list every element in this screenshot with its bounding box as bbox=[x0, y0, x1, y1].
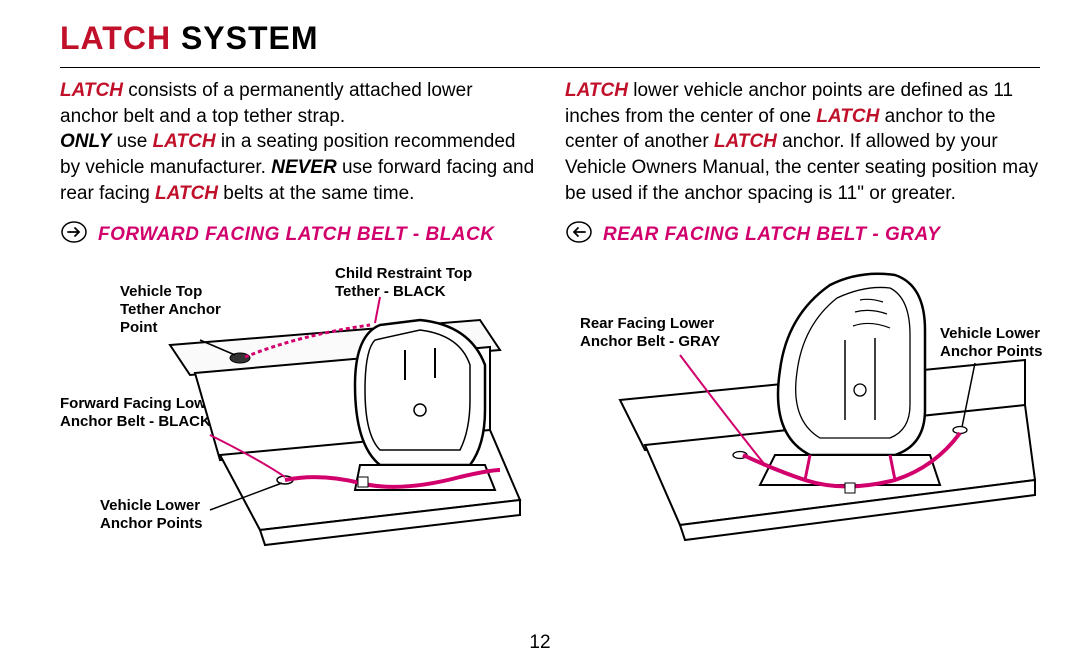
latch-word: LATCH bbox=[565, 80, 628, 101]
latch-word: LATCH bbox=[60, 80, 123, 101]
text: use bbox=[111, 131, 152, 152]
latch-word: LATCH bbox=[714, 131, 777, 152]
left-column: LATCH consists of a permanently attached… bbox=[60, 78, 535, 206]
right-p1: LATCH lower vehicle anchor points are de… bbox=[565, 78, 1040, 206]
only-word: ONLY bbox=[60, 131, 111, 152]
subhead-row: FORWARD FACING LATCH BELT - BLACK REAR F… bbox=[60, 220, 1040, 249]
forward-seat-illustration bbox=[60, 255, 550, 555]
latch-word: LATCH bbox=[153, 131, 216, 152]
subhead-forward-text: FORWARD FACING LATCH BELT - BLACK bbox=[98, 224, 494, 246]
never-word: NEVER bbox=[271, 157, 336, 178]
page: LATCH SYSTEM LATCH consists of a permane… bbox=[0, 0, 1080, 664]
latch-word: LATCH bbox=[816, 106, 879, 127]
title-latch: LATCH bbox=[60, 20, 171, 56]
rear-seat-illustration bbox=[565, 255, 1055, 555]
body-columns: LATCH consists of a permanently attached… bbox=[60, 78, 1040, 206]
subhead-forward: FORWARD FACING LATCH BELT - BLACK bbox=[60, 220, 535, 249]
diagram-rear: Rear Facing Lower Anchor Belt - GRAY Veh… bbox=[565, 255, 1040, 555]
page-title: LATCH SYSTEM bbox=[60, 20, 1040, 57]
title-system: SYSTEM bbox=[171, 20, 318, 56]
diagrams-row: Vehicle Top Tether Anchor Point Child Re… bbox=[60, 255, 1040, 555]
subhead-rear: REAR FACING LATCH BELT - GRAY bbox=[565, 220, 1040, 249]
forward-arrow-icon bbox=[60, 220, 88, 249]
right-column: LATCH lower vehicle anchor points are de… bbox=[565, 78, 1040, 206]
rear-arrow-icon bbox=[565, 220, 593, 249]
left-p1: LATCH consists of a permanently attached… bbox=[60, 78, 535, 129]
page-number: 12 bbox=[529, 632, 550, 654]
diagram-forward: Vehicle Top Tether Anchor Point Child Re… bbox=[60, 255, 535, 555]
subhead-rear-text: REAR FACING LATCH BELT - GRAY bbox=[603, 224, 940, 246]
title-rule bbox=[60, 67, 1040, 68]
latch-word: LATCH bbox=[155, 183, 218, 204]
left-p2: ONLY use LATCH in a seating position rec… bbox=[60, 129, 535, 206]
text: belts at the same time. bbox=[218, 183, 414, 204]
